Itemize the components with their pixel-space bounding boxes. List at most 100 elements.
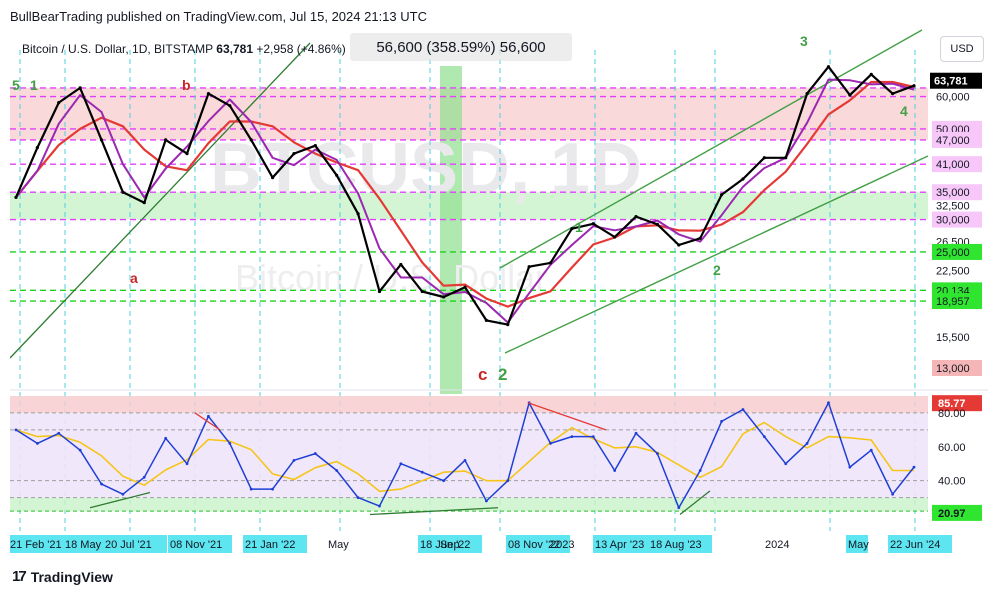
price-point: [591, 222, 595, 226]
time-axis-label: 2023: [550, 539, 574, 551]
time-axis-label: May: [848, 539, 869, 551]
price-point: [527, 265, 531, 269]
change-abs: +2,958: [256, 42, 294, 56]
rsi-point: [121, 492, 125, 496]
price-tag-bg: [932, 131, 982, 148]
time-axis-label: 13 Apr '23: [595, 539, 644, 551]
time-tag-bg: [846, 535, 868, 553]
rsi-band: [10, 412, 928, 498]
price-point: [548, 261, 553, 265]
rsi-point: [484, 499, 488, 503]
time-axis-label: May: [328, 539, 349, 551]
rsi-point: [677, 506, 681, 510]
measure-label: 56,600 (358.59%) 56,600: [350, 33, 572, 61]
price-point: [655, 222, 660, 226]
time-axis-label: 22 Jun '24: [890, 539, 940, 551]
rsi-point: [613, 469, 617, 472]
symbol-name: Bitcoin / U.S. Dollar, 1D, BITSTAMP: [22, 42, 213, 56]
price-point: [762, 156, 766, 160]
time-tag-bg: [593, 535, 657, 553]
rsi-ma-line: [15, 421, 914, 493]
rsi-point: [762, 435, 766, 439]
divergence-line: [679, 490, 711, 516]
rsi-point: [442, 479, 446, 483]
price-point: [442, 295, 446, 299]
rsi-axis-label: 40.00: [938, 476, 966, 488]
rsi-point: [720, 420, 723, 423]
rsi-point: [335, 469, 339, 472]
published-caption: BullBearTrading published on TradingView…: [10, 9, 427, 24]
time-axis-label: 08 Nov '22: [508, 539, 560, 551]
price-point: [570, 227, 574, 231]
divergence-line: [527, 402, 607, 431]
rsi-point: [912, 465, 916, 469]
wave-label: 4: [900, 103, 908, 119]
last-price: 63,781: [216, 42, 253, 56]
price-axis-label: 32,500: [936, 200, 970, 212]
price-point: [891, 92, 895, 96]
price-axis-label: 18,957: [936, 296, 970, 308]
price-point: [634, 215, 638, 219]
last-price-label: 63,781: [934, 76, 968, 88]
time-axis-label: 21 Feb '21: [10, 539, 62, 551]
rsi-point: [228, 442, 232, 445]
rsi-axis-label: 60.00: [938, 442, 966, 454]
rsi-point: [805, 442, 809, 445]
brand-name: TradingView: [30, 568, 113, 585]
price-tag-bg: [932, 184, 982, 201]
wave-label: 2: [713, 262, 721, 278]
price-point: [484, 318, 488, 322]
time-axis-label: 08 Nov '21: [170, 539, 222, 551]
rsi-point: [356, 496, 360, 499]
sma-mid-line: [15, 78, 915, 324]
chart-frame[interactable]: BTCUSD, 1D Bitcoin / U.S. Dollar 5 1 a b c 2 3 1 2…: [10, 28, 990, 555]
rsi-point: [292, 458, 296, 462]
rsi-point: [848, 465, 852, 469]
price-tag-bg: [932, 293, 982, 310]
price-point: [249, 138, 253, 142]
currency-button[interactable]: USD: [940, 36, 984, 62]
rsi-point: [420, 470, 424, 474]
divergence-line: [194, 412, 221, 431]
price-tag-bg: [932, 243, 982, 260]
wave-label: 3: [800, 33, 808, 49]
price-point: [228, 104, 232, 108]
rsi-point: [78, 448, 82, 452]
rsi-point: [313, 452, 317, 455]
channel-upper: [499, 29, 923, 269]
time-axis-label: 18 Aug '23: [650, 539, 702, 551]
time-axis-label: Sep: [440, 539, 460, 551]
rsi-point: [271, 487, 274, 491]
sma-slow-line: [15, 80, 915, 308]
price-point: [185, 152, 189, 156]
divergence-line: [369, 507, 499, 516]
rsi-axis-label: 80.00: [938, 408, 966, 420]
price-point: [292, 152, 296, 156]
price-point: [420, 289, 424, 294]
rsi-point: [399, 462, 403, 466]
price-point: [121, 190, 125, 194]
price-point: [35, 146, 39, 150]
wave-label: 2: [498, 365, 507, 384]
rsi-point: [506, 479, 510, 483]
wave-label: 1: [30, 77, 38, 93]
change-pct: (+4.86%): [296, 42, 346, 56]
price-point: [848, 93, 852, 97]
rsi-point: [463, 458, 467, 462]
price-point: [677, 243, 681, 247]
price-axis-label: 25,000: [936, 247, 970, 259]
price-point: [463, 285, 467, 289]
price-axis-label: 30,000: [936, 215, 970, 227]
rsi-point: [164, 436, 168, 440]
rsi-point: [891, 492, 895, 496]
price-point: [784, 156, 788, 160]
price-point: [356, 212, 360, 216]
price-point: [719, 193, 724, 197]
wave-label: 1: [575, 219, 583, 235]
rsi-point: [698, 469, 702, 472]
rsi-point: [634, 431, 638, 435]
price-point: [164, 138, 168, 142]
divergence-line: [89, 491, 151, 509]
price-point: [399, 262, 403, 267]
